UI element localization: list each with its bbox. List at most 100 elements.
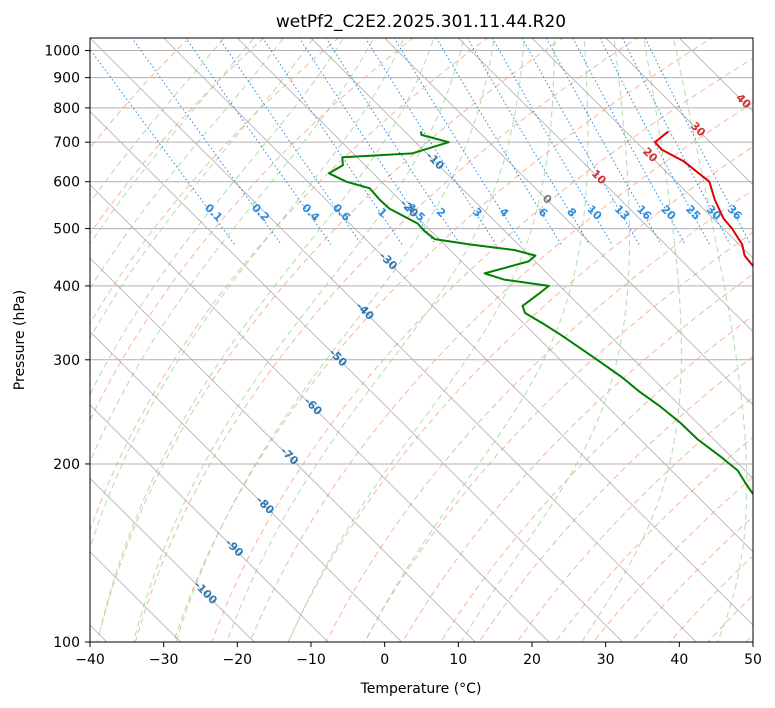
isotherm-line [90, 257, 476, 642]
mixing-ratio-label: 30 [704, 203, 724, 223]
moist-adiabat-line [133, 38, 465, 642]
x-tick-label: 30 [597, 652, 615, 668]
mixing-ratio-line [466, 38, 590, 245]
isotherm-label: -10 [423, 149, 446, 172]
isotherm-line [310, 38, 753, 479]
mixing-ratio-line [521, 38, 640, 245]
isotherm-line [90, 38, 697, 642]
dry-adiabat-line [669, 555, 753, 642]
dewpoint-profile-line [328, 131, 753, 496]
profile-lines [328, 130, 753, 496]
dry-adiabat-line [96, 38, 564, 642]
x-tick-label: 20 [523, 652, 541, 668]
mixing-ratio-line [599, 38, 711, 245]
line-labels: -100-90-80-70-60-50-40-30-20-100.1 0.2 0.4… [191, 91, 754, 607]
isotherm-label: -100 [191, 578, 220, 607]
dry-adiabat-line [90, 38, 265, 235]
mixing-ratio-label: 4 [497, 205, 512, 220]
moist-adiabat-line [90, 38, 375, 464]
y-tick-label: 500 [53, 222, 80, 238]
mixing-ratio-label: 8 [564, 205, 579, 220]
plot-frame [89, 37, 754, 643]
dry-adiabat-line [771, 31, 775, 655]
red-line-label: 10 [589, 167, 609, 187]
y-tick-label: 200 [53, 457, 80, 473]
moist-adiabat-line [581, 38, 682, 642]
mixing-ratio-line [393, 38, 524, 245]
y-tick-label: 800 [53, 101, 80, 117]
mixing-ratio-line [218, 38, 363, 245]
isotherm-line [90, 551, 182, 642]
dry-adiabat-line [325, 189, 753, 642]
isotherm-line [752, 38, 753, 39]
x-axis-title: Temperature (°C) [360, 681, 482, 697]
isotherm-label: -60 [301, 395, 324, 418]
y-tick-label: 400 [53, 279, 80, 295]
y-tick-label: 600 [53, 175, 80, 191]
mixing-ratio-label: 0.6 [330, 201, 353, 224]
mixing-ratio-line [325, 38, 461, 245]
moist-adiabat-line [90, 38, 345, 396]
dry-adiabat-line [90, 38, 414, 422]
moist-adiabat-line [175, 38, 495, 642]
x-tick-label: 10 [449, 652, 467, 668]
moist-adiabat-line [460, 38, 630, 642]
isotherm-line [0, 26, 60, 669]
x-tick-label: −10 [296, 652, 326, 668]
y-axis-title: Pressure (hPa) [12, 290, 28, 390]
moist-adiabat-line [90, 38, 255, 245]
mixing-ratio-line [90, 48, 236, 245]
isotherm-line [236, 38, 753, 553]
moist-adiabat-line [90, 38, 405, 550]
isotherm-line [90, 477, 255, 642]
isotherm-label: -90 [223, 536, 246, 559]
dry-adiabat-line [363, 231, 753, 642]
dry-adiabat-line [90, 38, 489, 532]
isotherm-line [384, 38, 753, 406]
isotherm-line [678, 38, 753, 113]
x-tick-label: 0 [380, 652, 389, 668]
mixing-ratio-line [262, 38, 403, 245]
red-line-label: 0 [540, 192, 555, 207]
x-tick-label: 40 [670, 652, 688, 668]
moist-adiabat-line [90, 38, 225, 204]
mixing-ratio-line [435, 38, 562, 245]
temperature-profile-line [654, 130, 753, 268]
y-tick-label: 100 [53, 635, 80, 651]
mixing-ratio-label: 6 [536, 205, 551, 220]
x-tick-label: −30 [149, 652, 179, 668]
dry-adiabat-line [516, 396, 753, 642]
dry-adiabat-line [211, 57, 753, 642]
mixing-ratio-label: 36 [725, 203, 745, 223]
moist-adiabat-line [99, 38, 435, 630]
dry-adiabat-line [90, 38, 340, 325]
x-tick-label: −20 [223, 652, 253, 668]
dry-adiabat-line [707, 594, 753, 642]
isotherm-line [90, 110, 624, 642]
dry-adiabat-line [592, 476, 753, 642]
y-tick-label: 1000 [44, 44, 80, 60]
y-tick-label: 700 [53, 135, 80, 151]
mixing-ratio-label: 16 [634, 203, 654, 223]
background-lines [0, 26, 775, 669]
mixing-ratio-line [185, 38, 332, 245]
y-tick-label: 300 [53, 353, 80, 369]
isotherm-line [163, 38, 753, 626]
isotherm-line [90, 331, 403, 642]
isotherm-line [605, 38, 753, 186]
moist-adiabat-line [364, 38, 589, 642]
moist-adiabat-line [90, 38, 315, 340]
isotherm-line [90, 184, 550, 642]
moist-adiabat-line [288, 38, 555, 642]
moist-adiabat-line [90, 38, 285, 290]
mixing-ratio-line [545, 38, 662, 245]
mixing-ratio-line [621, 38, 731, 245]
mixing-ratio-label: 20 [658, 203, 678, 223]
isotherm-line [90, 404, 329, 642]
dry-adiabat-line [287, 146, 753, 642]
dry-adiabat-line [478, 355, 753, 642]
moist-adiabat-line [226, 38, 525, 642]
isotherm-line [457, 38, 753, 333]
dry-adiabat-line [440, 314, 753, 642]
